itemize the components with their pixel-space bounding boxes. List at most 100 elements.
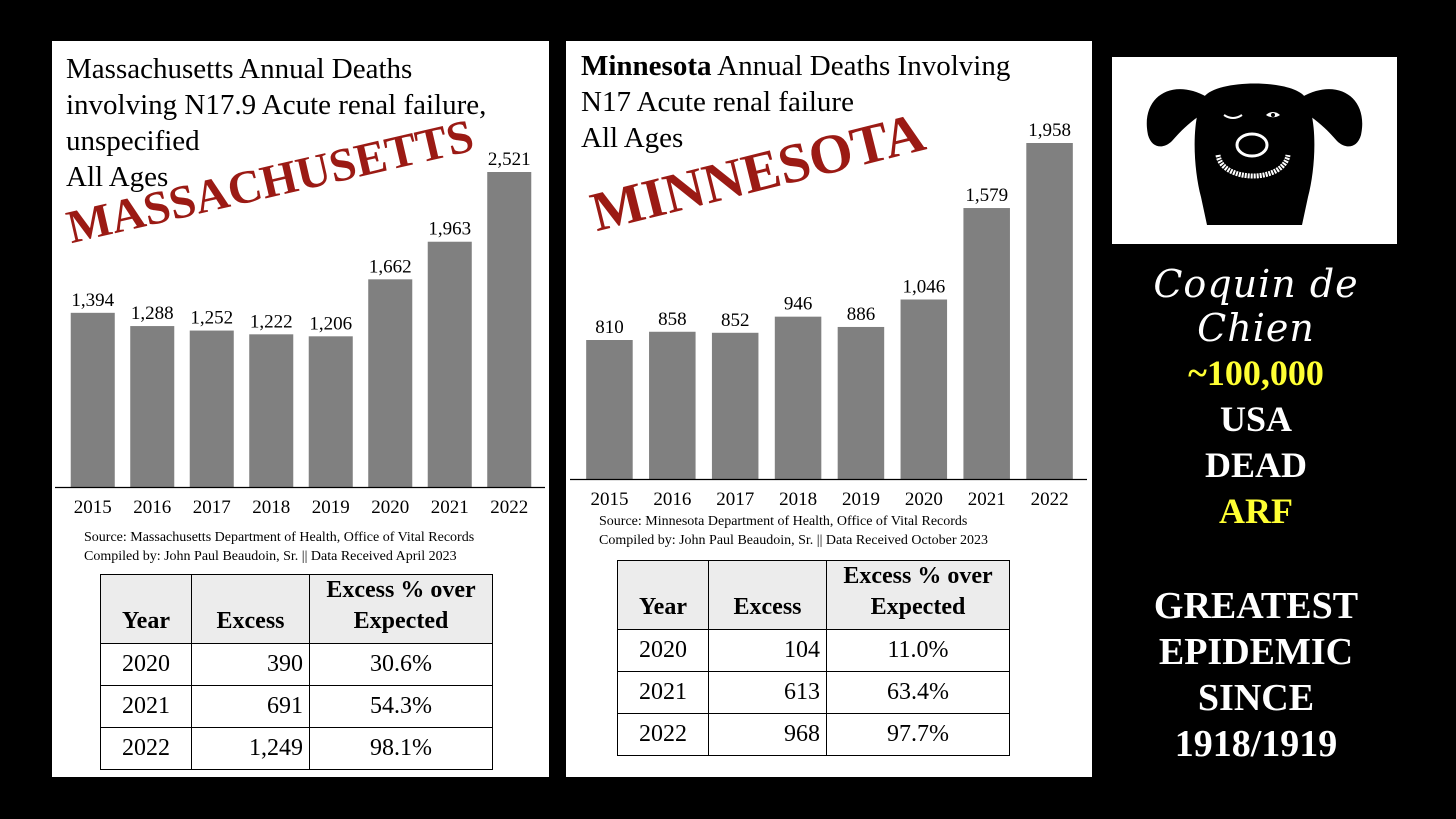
cell-excess-pct: 63.4%: [826, 671, 1010, 714]
minnesota-bar-2017: [711, 332, 759, 479]
cell-excess-pct: 30.6%: [309, 643, 493, 686]
minnesota-bar-2022: [1026, 143, 1073, 479]
massachusetts-x-tick-label: 2015: [74, 497, 112, 518]
cell-excess: 1,249: [191, 727, 310, 770]
headline-line: 1918/1919: [1174, 723, 1338, 765]
massachusetts-bar-2015: [70, 312, 115, 487]
massachusetts-x-tick-label: 2018: [252, 497, 290, 518]
massachusetts-chart-panel: 1,394 2015 1,288 2016 1,252 2017 1,222 2018 1,20…: [52, 41, 549, 777]
title-line: N17 Acute renal failure: [581, 86, 854, 118]
title-line: involving N17.9 Acute renal failure,: [66, 89, 487, 121]
cell-excess-pct: 98.1%: [309, 727, 493, 770]
massachusetts-bar-2016: [130, 326, 175, 487]
minnesota-bar-chart: 810 2015 858 2016 852 2017 946 2018 886 2019 1,046…: [570, 120, 1087, 510]
table-header-row: Year Excess Excess % over Expected: [100, 574, 493, 644]
title-line: Minnesota Annual Deaths Involving: [581, 48, 1010, 84]
cell-excess: 613: [708, 671, 827, 714]
cell-year: 2021: [100, 685, 192, 728]
massachusetts-x-tick-label: 2021: [431, 497, 469, 518]
massachusetts-bar-2022: [487, 172, 532, 487]
massachusetts-excess-table: Year Excess Excess % over Expected 2020 …: [100, 574, 493, 770]
header-excess: Excess: [708, 560, 827, 630]
headline-line: GREATEST: [1153, 585, 1359, 627]
cell-year: 2022: [100, 727, 192, 770]
table-row: 2022 968 97.7%: [617, 713, 1010, 756]
title-rest: Annual Deaths Involving: [711, 50, 1011, 82]
title-bold-state: Minnesota: [581, 50, 712, 82]
minnesota-x-tick-label: 2016: [653, 489, 691, 510]
source-line: Source: Massachusetts Department of Heal…: [84, 530, 475, 545]
minnesota-bar-2018: [774, 316, 822, 479]
logo: [1112, 57, 1397, 244]
minnesota-bar-2019: [837, 326, 885, 479]
massachusetts-chart-title: Massachusetts Annual Deaths involving N1…: [66, 51, 486, 195]
minnesota-value-label: 810: [595, 317, 624, 338]
source-line: Source: Minnesota Department of Health, …: [599, 514, 968, 529]
massachusetts-source-note: Source: Massachusetts Department of Heal…: [84, 528, 474, 566]
massachusetts-bar-2018: [249, 334, 294, 487]
minnesota-bar-2015: [586, 340, 633, 479]
cell-excess-pct: 54.3%: [309, 685, 493, 728]
cell-excess: 104: [708, 629, 827, 672]
minnesota-x-tick-label: 2019: [842, 489, 880, 510]
minnesota-source-note: Source: Minnesota Department of Health, …: [599, 512, 988, 550]
massachusetts-value-label: 1,206: [309, 313, 352, 334]
cell-year: 2022: [617, 713, 709, 756]
massachusetts-x-tick-label: 2017: [193, 497, 231, 518]
callout-line: USA: [1219, 399, 1293, 439]
cell-excess: 390: [191, 643, 310, 686]
headline-line: SINCE: [1197, 677, 1315, 719]
massachusetts-bar-2020: [368, 279, 413, 487]
minnesota-value-label: 1,579: [965, 185, 1008, 206]
dog-face-icon: [1146, 83, 1363, 225]
massachusetts-x-tick-label: 2022: [490, 497, 528, 518]
table-row: 2020 104 11.0%: [617, 629, 1010, 672]
minnesota-bar-2021: [963, 208, 1010, 480]
title-line: Massachusetts Annual Deaths: [66, 53, 413, 85]
massachusetts-bar-2017: [189, 330, 234, 487]
epidemic-headline: GREATEST EPIDEMIC SINCE 1918/1919: [1112, 583, 1400, 767]
brand-name: Coquin de Chien: [1153, 262, 1359, 350]
cell-year: 2021: [617, 671, 709, 714]
massachusetts-value-label: 1,963: [428, 219, 471, 240]
minnesota-bar-2020: [900, 299, 948, 479]
table-row: 2022 1,249 98.1%: [100, 727, 493, 770]
massachusetts-value-label: 1,662: [369, 256, 412, 277]
callout-arf: ARF: [1219, 491, 1293, 531]
headline-line: EPIDEMIC: [1158, 631, 1354, 673]
massachusetts-x-tick-label: 2016: [133, 497, 171, 518]
massachusetts-x-tick-label: 2019: [312, 497, 350, 518]
minnesota-x-tick-label: 2021: [968, 489, 1006, 510]
massachusetts-value-label: 1,252: [190, 308, 233, 329]
minnesota-x-tick-label: 2015: [590, 489, 628, 510]
massachusetts-bar-2021: [427, 241, 472, 487]
minnesota-chart-panel: 810 2015 858 2016 852 2017 946 2018 886 2019 1,046…: [566, 41, 1092, 777]
header-year: Year: [100, 574, 192, 644]
minnesota-x-tick-label: 2020: [905, 489, 943, 510]
source-line: Compiled by: John Paul Beaudoin, Sr. || …: [84, 549, 457, 564]
minnesota-value-label: 886: [847, 304, 876, 325]
title-line: unspecified: [66, 125, 200, 157]
massachusetts-x-tick-label: 2020: [371, 497, 409, 518]
cell-year: 2020: [100, 643, 192, 686]
title-line: All Ages: [66, 161, 169, 193]
source-line: Compiled by: John Paul Beaudoin, Sr. || …: [599, 533, 988, 548]
cell-year: 2020: [617, 629, 709, 672]
minnesota-value-label: 858: [658, 309, 687, 330]
massachusetts-bar-chart: 1,394 2015 1,288 2016 1,252 2017 1,222 2018 1,20…: [55, 149, 545, 518]
death-count-callout: ~100,000 USA DEAD ARF: [1112, 350, 1400, 534]
minnesota-bar-2016: [649, 331, 696, 479]
minnesota-value-label: 852: [721, 310, 750, 331]
minnesota-x-tick-label: 2017: [716, 489, 754, 510]
cell-excess-pct: 97.7%: [826, 713, 1010, 756]
header-excess-pct: Excess % over Expected: [309, 574, 493, 644]
minnesota-value-label: 1,958: [1028, 120, 1071, 141]
massachusetts-value-label: 1,288: [131, 303, 174, 324]
callout-line: DEAD: [1204, 445, 1307, 485]
minnesota-x-tick-label: 2018: [779, 489, 817, 510]
minnesota-value-label: 946: [784, 294, 813, 315]
table-header-row: Year Excess Excess % over Expected: [617, 560, 1010, 630]
massachusetts-value-label: 2,521: [488, 149, 531, 170]
header-excess-pct: Excess % over Expected: [826, 560, 1010, 630]
minnesota-x-tick-label: 2022: [1031, 489, 1069, 510]
